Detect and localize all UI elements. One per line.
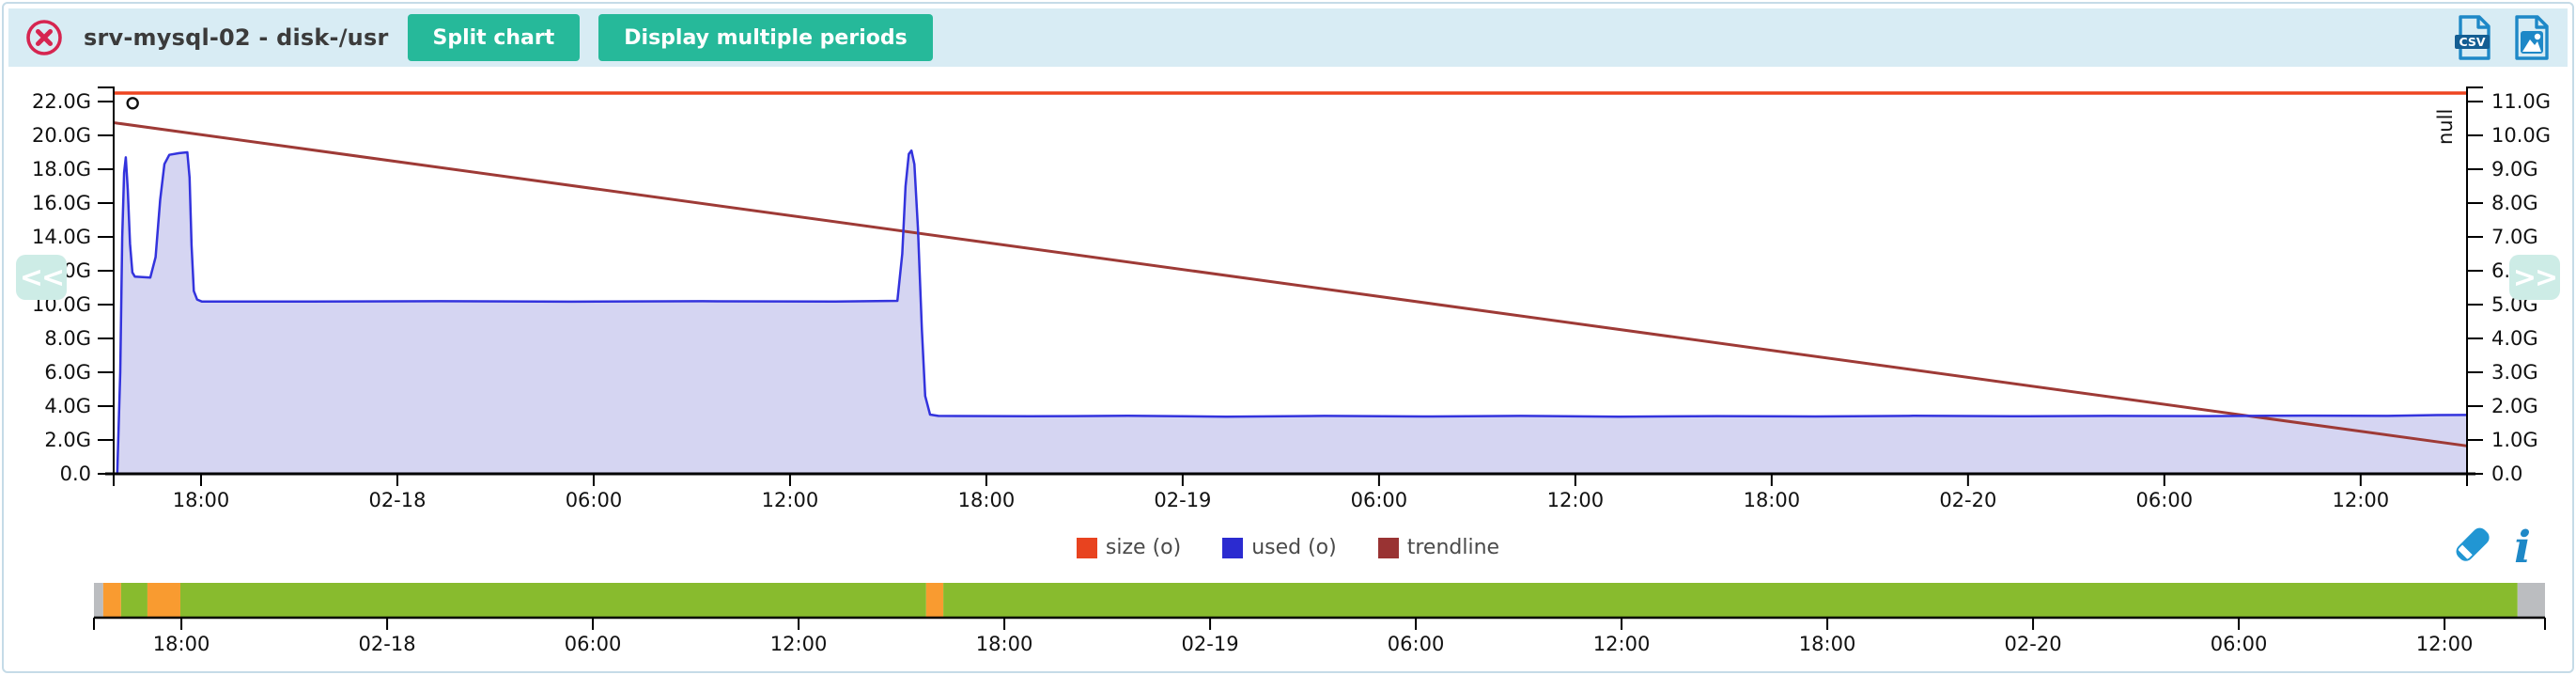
- x-tick-label: 06:00: [2136, 489, 2194, 511]
- timeline-segment: [925, 583, 944, 618]
- legend-item-trendline: trendline: [1377, 536, 1500, 559]
- legend-item-size: size (o): [1076, 536, 1182, 559]
- timeline-segment: [120, 583, 147, 618]
- x-tick-label: 12:00: [1547, 489, 1605, 511]
- y-tick-label-left: 2.0G: [44, 429, 91, 451]
- right-axis-title: null: [2434, 109, 2457, 145]
- timeline-tick-label: 18:00: [976, 633, 1033, 655]
- y-tick-label-left: 6.0G: [44, 361, 91, 384]
- csv-export-icon[interactable]: CSV: [2453, 14, 2494, 61]
- timeline-tick-label: 06:00: [565, 633, 622, 655]
- timeline-tick-label: 12:00: [770, 633, 828, 655]
- y-tick-label-right: 7.0G: [2491, 226, 2538, 248]
- x-tick-label: 18:00: [173, 489, 230, 511]
- timeline-tick-label: 18:00: [1799, 633, 1856, 655]
- y-tick-label-right: 1.0G: [2491, 429, 2538, 451]
- panel-header: srv-mysql-02 - disk-/usr Split chart Dis…: [8, 8, 2568, 67]
- size-swatch: [1076, 537, 1097, 558]
- info-icon[interactable]: i: [2514, 522, 2531, 573]
- size-point-marker: [126, 97, 139, 110]
- x-tick-label: 12:00: [2333, 489, 2390, 511]
- export-toolbar: CSV: [2453, 14, 2553, 61]
- legend-label: trendline: [1406, 536, 1500, 559]
- legend-item-used: used (o): [1222, 536, 1337, 559]
- timeline-segment: [102, 583, 121, 618]
- chart-legend: size (o) used (o) trendline: [4, 536, 2572, 559]
- scroll-left-button[interactable]: <<: [16, 255, 67, 300]
- x-tick-label: 12:00: [762, 489, 819, 511]
- split-chart-button[interactable]: Split chart: [407, 14, 581, 61]
- y-tick-label-left: 0.0: [60, 463, 91, 485]
- timeline-tick-label: 02-18: [359, 633, 416, 655]
- y-tick-label-right: 4.0G: [2491, 327, 2538, 350]
- used-swatch: [1222, 537, 1244, 558]
- chart-tools: i: [2448, 523, 2531, 570]
- timeline-segment: [179, 583, 926, 618]
- x-tick-label: 18:00: [1744, 489, 1801, 511]
- x-tick-label: 02-20: [1939, 489, 1996, 511]
- y-tick-label-right: 8.0G: [2491, 192, 2538, 214]
- timeline-segment: [2517, 583, 2545, 618]
- trendline-swatch: [1377, 537, 1399, 558]
- x-tick-label: 02-18: [368, 489, 426, 511]
- disk-usage-chart: 22.0G20.0G18.0G16.0G14.0G12.0G10.0G8.0G6…: [32, 86, 2551, 655]
- graph-title: srv-mysql-02 - disk-/usr: [84, 24, 389, 51]
- timeline-tick-label: 02-19: [1182, 633, 1239, 655]
- y-tick-label-left: 22.0G: [32, 90, 91, 113]
- x-tick-label: 02-19: [1154, 489, 1211, 511]
- y-tick-label-right: 9.0G: [2491, 158, 2538, 181]
- x-tick-label: 06:00: [566, 489, 623, 511]
- y-tick-label-right: 3.0G: [2491, 361, 2538, 384]
- timeline-tick-label: 06:00: [1388, 633, 1445, 655]
- timeline-segment: [147, 583, 180, 618]
- timeline-tick-label: 12:00: [2416, 633, 2474, 655]
- y-tick-label-left: 14.0G: [32, 226, 91, 248]
- y-tick-label-right: 0.0: [2491, 463, 2522, 485]
- used-area-fill: [116, 150, 2467, 474]
- used-line: [116, 149, 2468, 475]
- display-multiple-periods-button[interactable]: Display multiple periods: [598, 14, 933, 61]
- close-icon[interactable]: [23, 17, 65, 58]
- timeline-segment: [943, 583, 2518, 618]
- edit-pencil-icon[interactable]: [2448, 523, 2495, 570]
- y-tick-label-left: 18.0G: [32, 158, 91, 181]
- y-tick-label-right: 2.0G: [2491, 395, 2538, 417]
- image-export-icon[interactable]: [2511, 14, 2553, 61]
- trendline-line: [113, 121, 2468, 447]
- timeline-tick-label: 06:00: [2211, 633, 2268, 655]
- y-tick-label-left: 20.0G: [32, 124, 91, 147]
- y-tick-label-right: 11.0G: [2491, 90, 2551, 113]
- y-tick-label-right: 10.0G: [2491, 124, 2551, 147]
- y-tick-label-left: 4.0G: [44, 395, 91, 417]
- x-tick-label: 06:00: [1351, 489, 1408, 511]
- x-tick-label: 18:00: [958, 489, 1016, 511]
- scroll-right-button[interactable]: >>: [2509, 255, 2560, 300]
- y-tick-label-left: 8.0G: [44, 327, 91, 350]
- legend-label: size (o): [1105, 536, 1182, 559]
- timeline-tick-label: 18:00: [153, 633, 210, 655]
- timeline-segment: [94, 583, 103, 618]
- timeline-tick-label: 02-20: [2005, 633, 2062, 655]
- legend-label: used (o): [1251, 536, 1337, 559]
- timeline-tick-label: 12:00: [1593, 633, 1651, 655]
- csv-icon-label: CSV: [2459, 35, 2485, 49]
- y-tick-label-left: 16.0G: [32, 192, 91, 214]
